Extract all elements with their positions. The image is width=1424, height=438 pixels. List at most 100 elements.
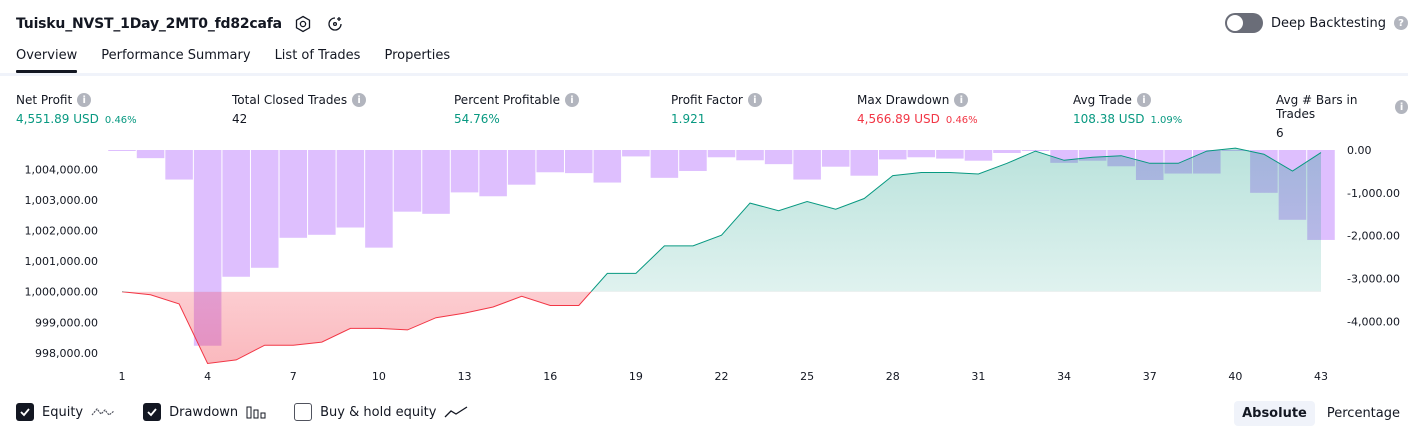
metric-value: 4,551.89 USD [16, 112, 99, 126]
left-axis: 1,004,000.00 1,003,000.00 1,002,000.00 1,00… [25, 163, 98, 359]
drawdown-bar [679, 150, 707, 171]
metric-avg-bars-in-trades: Avg # Bars in Trades i 6 [1276, 93, 1408, 140]
info-icon[interactable]: i [1136, 93, 1151, 107]
info-icon[interactable]: i [564, 93, 579, 107]
equity-checkbox[interactable] [16, 403, 34, 421]
drawdown-bar [650, 150, 679, 178]
drawdown-bar [593, 150, 622, 183]
tab-list-of-trades[interactable]: List of Trades [274, 48, 361, 63]
settings-gear-icon[interactable] [292, 13, 314, 35]
strategy-header: Tuisku_NVST_1Day_2MT0_fd82cafa [16, 10, 346, 38]
left-axis-tick: 1,001,000.00 [25, 255, 98, 268]
x-axis-tick: 13 [458, 370, 472, 380]
drawdown-bar [821, 150, 850, 167]
tab-properties[interactable]: Properties [384, 48, 451, 63]
drawdown-bar [1021, 150, 1050, 151]
chart-legend: Equity Drawdown Buy & hold equity [16, 403, 468, 421]
info-icon[interactable]: i [1395, 100, 1408, 114]
x-axis: 1 4 7 10 13 16 19 22 25 28 31 34 37 40 43 [119, 370, 1329, 380]
drawdown-bar [850, 150, 879, 176]
metric-label: Avg Trade [1073, 93, 1132, 107]
left-axis-tick: 1,003,000.00 [25, 194, 98, 207]
equity-line-icon [91, 405, 115, 419]
info-icon[interactable]: i [77, 93, 92, 107]
x-axis-tick: 31 [971, 370, 985, 380]
metric-value: 6 [1276, 126, 1284, 140]
equity-line-profit [121, 147, 1322, 292]
equity-area [122, 148, 1321, 364]
drawdown-bar [564, 150, 593, 174]
metric-label: Avg # Bars in Trades [1276, 93, 1358, 121]
deep-backtesting-label: Deep Backtesting [1270, 15, 1386, 31]
metric-label: Percent Profitable [454, 93, 560, 107]
drawdown-bar [165, 150, 193, 180]
tab-bar: Overview Performance Summary List of Tra… [16, 42, 450, 73]
info-icon[interactable]: i [747, 93, 762, 107]
x-axis-tick: 1 [119, 370, 126, 380]
help-icon[interactable]: ? [1394, 16, 1408, 30]
mode-percentage-button[interactable]: Percentage [1326, 406, 1400, 421]
drawdown-bar [707, 150, 736, 158]
strategy-title: Tuisku_NVST_1Day_2MT0_fd82cafa [16, 16, 282, 32]
drawdown-bar [736, 150, 764, 161]
drawdown-bar [536, 150, 564, 173]
tab-overview[interactable]: Overview [16, 42, 78, 73]
drawdown-bar [422, 150, 450, 214]
info-icon[interactable]: i [352, 93, 367, 107]
left-axis-tick: 999,000.00 [35, 316, 98, 329]
equity-area-loss [122, 291, 592, 364]
metric-label: Profit Factor [671, 93, 743, 107]
x-axis-tick: 10 [372, 370, 386, 380]
x-axis-tick: 34 [1057, 370, 1071, 380]
deep-backtesting-toggle[interactable] [1224, 13, 1263, 33]
tab-performance-summary[interactable]: Performance Summary [101, 48, 251, 63]
mode-absolute-button[interactable]: Absolute [1234, 401, 1315, 426]
x-axis-tick: 16 [543, 370, 557, 380]
right-axis-tick: -4,000.00 [1347, 315, 1400, 328]
drawdown-bar [250, 150, 279, 268]
drawdown-bar [108, 150, 136, 151]
left-axis-tick: 1,004,000.00 [25, 163, 98, 176]
legend-label: Equity [42, 404, 84, 420]
metric-total-closed-trades: Total Closed Trades i 42 [232, 93, 367, 126]
metric-label: Net Profit [16, 93, 73, 107]
metric-percent: 1.09% [1150, 115, 1183, 126]
metric-value: 4,566.89 USD [857, 112, 940, 126]
equity-line [121, 147, 1322, 365]
x-axis-tick: 22 [715, 370, 729, 380]
metric-label: Max Drawdown [857, 93, 950, 107]
x-axis-tick: 25 [800, 370, 814, 380]
drawdown-bar [393, 150, 422, 212]
buy-hold-checkbox[interactable] [294, 403, 313, 421]
legend-label: Drawdown [169, 404, 239, 420]
drawdown-bar [793, 150, 821, 180]
source-code-icon[interactable] [324, 13, 346, 35]
drawdown-bar [964, 150, 993, 161]
equity-area-profit [122, 148, 1321, 292]
x-axis-tick: 7 [290, 370, 297, 380]
x-axis-tick: 19 [629, 370, 643, 380]
drawdown-bar [764, 150, 793, 165]
drawdown-bar [1078, 150, 1107, 161]
drawdown-checkbox[interactable] [143, 403, 162, 421]
info-icon[interactable]: i [954, 93, 969, 107]
legend-equity[interactable]: Equity [16, 403, 115, 421]
right-axis: 0.00 -1,000.00 -2,000.00 -3,000.00 -4,000.00 [1347, 144, 1400, 328]
equity-drawdown-chart[interactable]: 1,004,000.00 1,003,000.00 1,002,000.00 1,00… [0, 140, 1424, 380]
display-mode-switch: Absolute Percentage [1234, 401, 1408, 426]
metric-net-profit: Net Profit i 4,551.89 USD 0.46% [16, 93, 137, 126]
legend-buy-hold-equity[interactable]: Buy & hold equity [294, 403, 468, 421]
x-axis-tick: 40 [1228, 370, 1242, 380]
x-axis-tick: 4 [204, 370, 211, 380]
drawdown-bar [279, 150, 308, 238]
drawdown-bar [308, 150, 336, 235]
metric-percent: 0.46% [945, 115, 978, 126]
drawdown-bar [907, 150, 936, 158]
drawdown-bar [993, 150, 1021, 153]
legend-drawdown[interactable]: Drawdown [143, 403, 266, 421]
right-axis-tick: -3,000.00 [1347, 272, 1400, 285]
drawdown-bar [622, 150, 650, 157]
drawdown-bars-icon [246, 405, 266, 419]
deep-backtesting: Deep Backtesting ? [1224, 13, 1408, 33]
left-axis-tick: 1,002,000.00 [25, 225, 98, 238]
